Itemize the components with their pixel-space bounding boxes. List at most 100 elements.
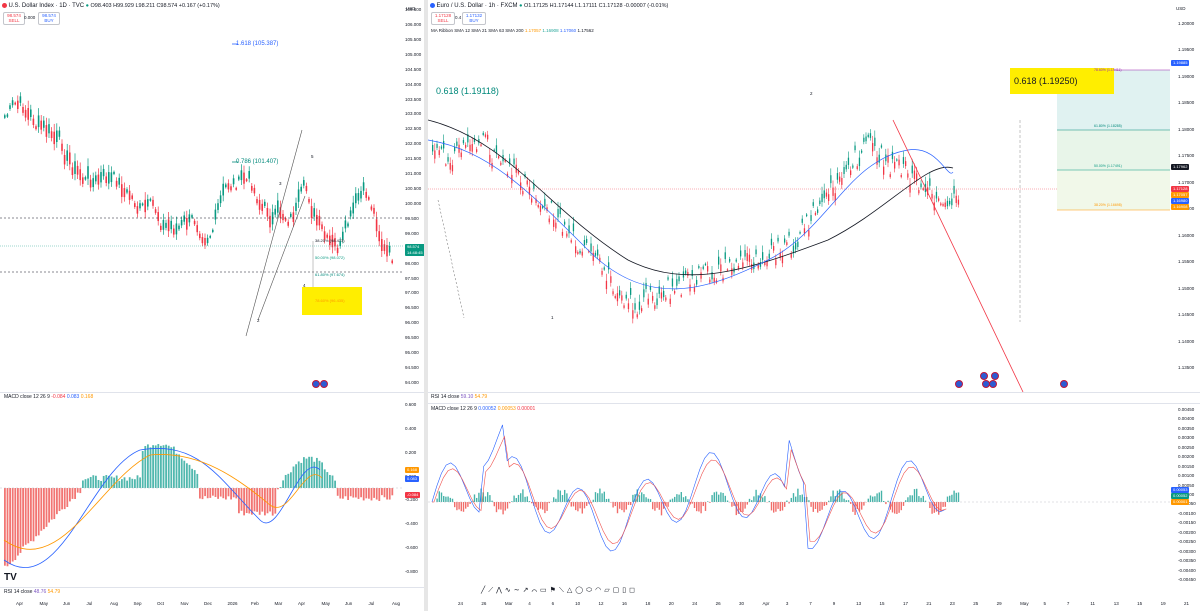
macd-histogram-bar [718,494,720,502]
right-pane-separator[interactable] [428,392,1200,393]
candle-body [619,290,621,296]
candle-body [755,249,757,255]
zigzag-tool-icon[interactable]: ⋀ [496,587,505,594]
rectangle-tool-icon[interactable]: ▭ [540,587,550,594]
right-chart-pane[interactable]: Euro / U.S. Dollar · 1h · FXCM ● O1.1712… [428,0,1200,611]
ray-tool-icon[interactable]: ⟋ [488,587,497,594]
ellipse-tool-icon[interactable]: ⬭ [586,587,596,594]
time-axis-label: 21 [1184,601,1190,606]
macd-histogram-bar [790,497,792,502]
tradingview-logo[interactable]: TV [4,572,17,583]
left-buy-button[interactable]: 98.574 BUY [38,12,60,25]
candle-body [953,185,955,194]
right-macd-axis-label: 0.00150 [1178,463,1195,469]
macd-histogram-bar [136,475,139,488]
candle-body [386,245,388,257]
macd-histogram-bar [652,502,654,510]
macd-histogram-bar [279,487,282,488]
us-flag-event-icon[interactable] [989,380,997,388]
candle-body [806,214,808,217]
ma-ribbon-title: MA Ribbon SMA 12 SMA 21 SMA 63 SMA 200 1… [431,28,594,33]
candle-body [676,279,678,286]
left-sell-button[interactable]: 98.574 SELL [3,12,25,25]
flag-tool-icon[interactable]: ⚑ [549,587,559,594]
curve-tool-icon[interactable]: ⌒ [531,587,541,594]
right-buy-button[interactable]: 1.17132 BUY [462,12,486,25]
macd-histogram-bar [381,488,383,496]
trendline-tool-icon[interactable]: ╱ [481,587,489,594]
macd-histogram-bar [762,497,764,502]
candle-body [902,157,905,164]
macd-histogram-bar [949,495,951,502]
us-flag-event-icon[interactable] [1060,380,1068,388]
left-price-axis-label: 100.500 [405,186,422,192]
right-symbol-title[interactable]: Euro / U.S. Dollar · 1h · FXCM [436,3,518,9]
left-rsi-separator[interactable] [0,587,424,588]
us-flag-event-icon[interactable] [320,380,328,388]
candle-body [222,183,224,196]
candle-body [100,172,102,183]
left-price-axis-label: 97.500 [405,275,419,281]
left-macd-axis-label: -0.600 [405,545,418,551]
right-highlight-box[interactable] [1010,68,1114,94]
candle-body [674,291,676,294]
macd-histogram-bar [347,488,349,500]
left-pane-separator[interactable] [0,392,424,393]
macd-histogram-bar [913,489,916,502]
macd-histogram-bar [209,488,212,498]
us-flag-event-icon[interactable] [980,372,988,380]
right-rsi-separator[interactable] [428,403,1200,404]
arrow-tool-icon[interactable]: ↗ [522,587,532,594]
macd-histogram-bar [308,456,310,488]
candle-body [71,167,74,176]
arc-tool-icon[interactable]: ◠ [595,587,605,594]
macd-histogram-bar [702,502,704,507]
macd-histogram-bar [22,488,24,547]
parallel-tool-icon[interactable]: ▱ [604,587,613,594]
right-price-axis-label: 1.16000 [1178,232,1195,238]
macd-histogram-bar [329,474,331,488]
brush-tool-icon[interactable]: ∼ [513,587,523,594]
right-price-axis-label: 1.19000 [1178,73,1195,79]
vline-tool-icon[interactable]: ▯ [622,587,630,594]
left-price-axis-label: 99.000 [405,230,419,236]
candle-body [825,192,828,197]
left-highlight-box[interactable] [302,287,362,315]
us-flag-event-icon[interactable] [955,380,963,388]
candle-body [636,314,638,318]
candle-body [4,115,6,118]
macd-histogram-bar [251,488,253,515]
us-flag-event-icon[interactable] [991,372,999,380]
left-price-chart[interactable] [0,0,424,611]
triangle-tool-icon[interactable]: △ [566,587,576,594]
polyline-tool-icon[interactable]: ⟍ [558,587,567,594]
macd-histogram-bar [175,453,178,488]
pane-divider[interactable] [424,0,428,611]
candle-body [916,173,918,181]
candle-body [564,221,566,225]
macd-histogram-bar [649,499,652,502]
path-tool-icon[interactable]: ∿ [504,587,514,594]
left-price-axis-label: 99.500 [405,215,419,221]
candle-body [898,159,900,166]
right-sell-button[interactable]: 1.17128 SELL [431,12,455,25]
candle-body [744,250,746,257]
time-axis-label: 26 [715,601,721,606]
left-macd-axis-label: -0.200 [405,497,418,503]
macd-histogram-bar [579,502,581,509]
us-flag-event-icon[interactable] [312,380,320,388]
left-symbol-title[interactable]: U.S. Dollar Index · 1D · TVC [8,3,85,9]
right-price-axis-label: 1.19500 [1178,47,1195,53]
note-tool-icon[interactable]: ◻ [629,587,638,594]
time-axis-label: Jun [63,601,71,606]
right-axis-tag-sma63: 1.16980 [1171,198,1190,204]
candle-body [885,154,887,162]
candle-body [781,256,784,264]
candle-body [201,237,204,244]
candle-body [43,120,45,128]
left-chart-pane[interactable]: U.S. Dollar Index · 1D · TVC ● O98.403 H… [0,0,424,611]
time-axis-label: May [1020,601,1029,606]
circle-tool-icon[interactable]: ◯ [575,587,587,594]
macd-histogram-bar [625,502,627,510]
hline-tool-icon[interactable]: ▢ [612,587,623,594]
